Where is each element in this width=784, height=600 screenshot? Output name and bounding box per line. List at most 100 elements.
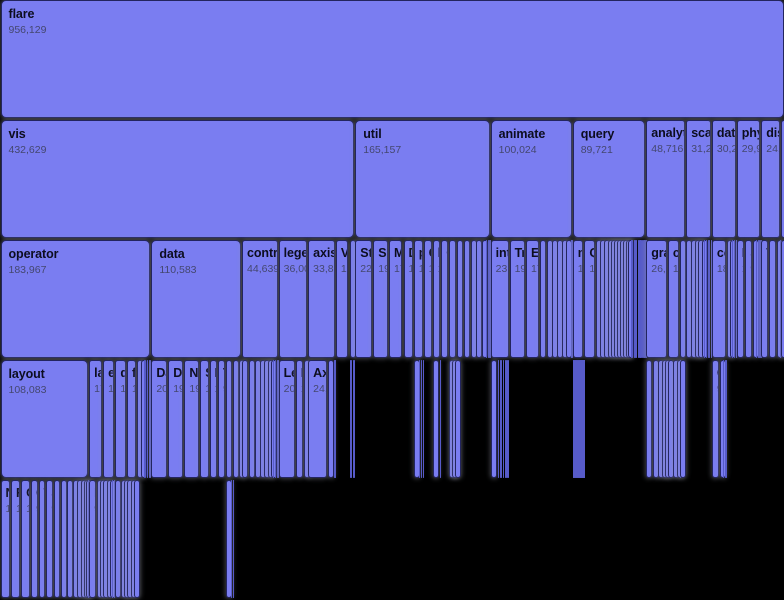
node-graphmlconverter[interactable]: GraphMLConverter 9,800 — [711, 360, 719, 478]
node-shaperenderer[interactable] — [230, 480, 232, 598]
node-iscalemap[interactable] — [706, 240, 707, 358]
node-filter[interactable] — [486, 240, 488, 358]
node-physics[interactable]: physics 29,934 — [736, 120, 761, 238]
node-aspectratiobanker[interactable] — [680, 360, 687, 478]
node-colorinterpolator[interactable] — [499, 360, 501, 478]
node-circlelayout[interactable]: CircleLayout 9,317 — [31, 480, 38, 598]
node-radialtreelayout[interactable]: RadialTreeLayout 12,348 — [11, 480, 21, 598]
node-legend[interactable]: legend 36,003 — [278, 240, 308, 358]
node-methods[interactable]: methods 14,326 — [572, 240, 584, 358]
node-shapepalette[interactable] — [420, 360, 422, 478]
node-stackedarealayout[interactable]: StackedAreaLayout9,121 — [46, 480, 53, 598]
node-nodelinktreelayout[interactable]: NodeLinkTreeLayout 12,870 — [0, 480, 11, 598]
node-query[interactable]: Query 13,896 — [584, 240, 595, 358]
node-labeler[interactable]: Labeler 9,956 — [89, 480, 97, 598]
node-graphdistancefilter[interactable] — [134, 480, 141, 598]
node-dates[interactable]: Dates8,217 — [463, 240, 470, 358]
node-visualization[interactable]: Visualization 16,540 — [335, 240, 349, 358]
node-animate[interactable]: animate 100,024 — [490, 120, 572, 238]
node-interpolator[interactable]: Interpolator8,746 — [490, 360, 497, 478]
node-data[interactable]: Data 20,544 — [151, 360, 168, 478]
node-treebuilder[interactable]: TreeBuilder 9,930 — [218, 360, 226, 478]
node-circlepackinglayout[interactable]: CirclePackingLayout 12,003 — [21, 480, 30, 598]
node-converters[interactable]: converters 18,349 — [711, 240, 726, 358]
node-tree[interactable] — [233, 360, 240, 478]
node-operatorsequence[interactable] — [141, 360, 148, 478]
node-selectionevent[interactable] — [351, 360, 352, 478]
node-dirtysprite[interactable]: DirtySprite8,833 — [769, 240, 776, 358]
node-spring[interactable] — [755, 240, 757, 358]
node-layout[interactable]: layout 108,083 — [0, 360, 89, 478]
node-imatrix[interactable] — [454, 360, 461, 478]
node-layout[interactable] — [60, 480, 67, 598]
node-flarevis[interactable] — [781, 240, 784, 358]
node-controls[interactable]: controls 44,639 — [242, 240, 278, 358]
node-forcedirectedlayout[interactable]: ForceDirectedLayout8,411 — [53, 480, 60, 598]
node-util[interactable]: util 165,157 — [355, 120, 490, 238]
node-operatorswitch[interactable] — [144, 360, 146, 478]
node-datasprite[interactable]: DataSprite 10,349 — [209, 360, 218, 478]
node-nodesprite[interactable]: NodeSprite 19,382 — [184, 360, 200, 478]
node-query[interactable]: query 89,721 — [572, 120, 646, 238]
node-edgerenderer[interactable] — [226, 480, 233, 598]
node-sizepalette[interactable] — [419, 360, 420, 478]
node-graph[interactable]: graph 26,435 — [646, 240, 667, 358]
node-arrays[interactable]: Arrays8,258 — [457, 240, 464, 358]
node-maths[interactable]: Maths 17,705 — [388, 240, 403, 358]
node-palette[interactable]: palette 11,946 — [413, 240, 423, 358]
node-quantilescale[interactable] — [704, 240, 706, 358]
node-axis[interactable]: axis 33,886 — [308, 240, 335, 358]
node-sort[interactable] — [470, 240, 477, 358]
node-treemaplayout[interactable]: TreeMapLayout 9,191 — [38, 480, 46, 598]
node-operator[interactable]: operator 183,967 — [0, 240, 151, 358]
node-optimization[interactable] — [680, 240, 687, 358]
node-rectangleinterpolator[interactable] — [501, 360, 502, 478]
node-nbodyforce[interactable]: NBodyForce 10,498 — [736, 240, 745, 358]
node-scale[interactable]: scale 31,294 — [686, 120, 711, 238]
node-scalebinding[interactable]: ScaleBinding 11,275 — [200, 360, 209, 478]
node-data[interactable]: data 110,583 — [151, 240, 242, 358]
node-flare[interactable]: flare 956,129 — [0, 0, 784, 118]
node-cluster[interactable]: cluster 15,207 — [667, 240, 680, 358]
node-property[interactable] — [481, 240, 488, 358]
node-hierarchicalcluster[interactable] — [667, 360, 674, 478]
node-events[interactable] — [349, 240, 356, 358]
node-legendrange[interactable]: LegendRange 10,530 — [295, 360, 304, 478]
node-matrixinterpolator[interactable] — [497, 360, 499, 478]
node-shapes[interactable]: Shapes 19,118 — [373, 240, 388, 358]
node-jsonconverter[interactable] — [723, 360, 725, 478]
node-flex[interactable] — [781, 120, 784, 238]
node-vis[interactable]: vis 432,629 — [0, 120, 355, 238]
node-interpolate[interactable]: interpolate 23,081 — [490, 240, 509, 358]
node-sizeencoder[interactable] — [112, 480, 113, 598]
node-easing[interactable]: Easing 17,010 — [525, 240, 539, 358]
node-dataschema[interactable] — [732, 240, 734, 358]
node-fibonacciheap[interactable]: FibonacciHeap 9,354 — [432, 360, 440, 478]
node-selectioncontrol[interactable] — [248, 360, 255, 478]
node-filter[interactable]: filter 11,893 — [126, 360, 136, 478]
node-anchorcontrol[interactable] — [275, 360, 276, 478]
node-geometry[interactable]: Geometry 10,993 — [423, 240, 432, 358]
node-render[interactable]: render8,867 — [226, 360, 233, 478]
node-display[interactable]: display 24,254 — [761, 120, 781, 238]
node-data[interactable]: data 30,284 — [711, 120, 736, 238]
node-strings[interactable]: Strings 22,026 — [355, 240, 373, 358]
node-isa[interactable] — [630, 240, 632, 358]
node-datalist[interactable]: DataList 19,788 — [168, 360, 184, 478]
node-heap[interactable]: heap 10,587 — [432, 240, 441, 358]
node-encoder[interactable]: encoder 14,897 — [103, 360, 115, 478]
node-displays[interactable]: Displays 12,555 — [403, 240, 413, 358]
node-transitioner[interactable]: Transitioner 19,975 — [509, 240, 525, 358]
node-transition[interactable]: Transition 9,201 — [539, 240, 547, 358]
node-distortion[interactable]: distortion 14,219 — [115, 360, 126, 478]
node-arrayinterpolator[interactable] — [503, 360, 504, 478]
node-sortoperator[interactable] — [148, 360, 150, 478]
node-dragcontrol[interactable] — [272, 360, 275, 478]
node-dataevent[interactable] — [349, 360, 351, 478]
node-legend[interactable]: Legend 20,859 — [278, 360, 295, 478]
node-colors[interactable]: Colors 10,001 — [441, 240, 449, 358]
node-axislayout[interactable] — [67, 480, 74, 598]
node-axis[interactable]: Axis 24,593 — [308, 360, 328, 478]
node-operator[interactable] — [146, 360, 148, 478]
node-simulation[interactable]: Simulation 9,983 — [745, 240, 753, 358]
